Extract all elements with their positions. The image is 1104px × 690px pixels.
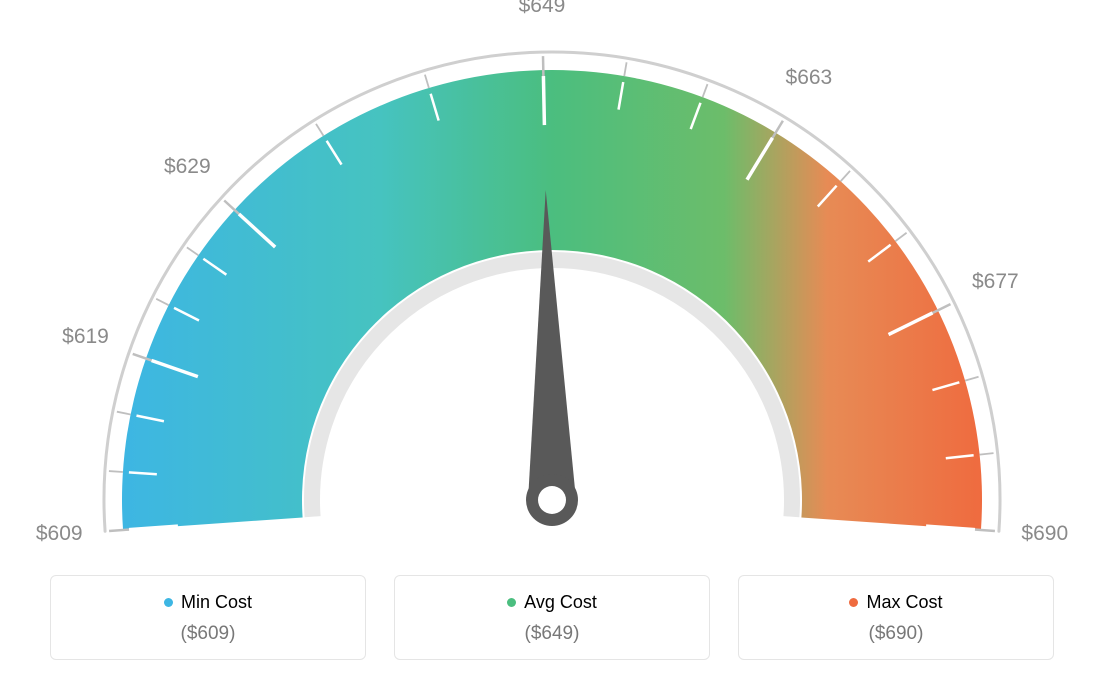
tick-label: $609 [36, 522, 83, 546]
tick-outer [425, 75, 429, 88]
tick-outer [965, 377, 978, 381]
gauge-area: $609 $619 $629 $649 $663 $677 $690 [0, 0, 1104, 560]
tick-label: $649 [519, 0, 566, 18]
tick-label: $619 [62, 325, 109, 349]
legend-dot-min [164, 598, 173, 607]
legend-card-min: Min Cost ($609) [50, 575, 366, 660]
tick-label: $663 [786, 66, 833, 90]
legend-value-max: ($690) [749, 623, 1043, 645]
legend-dot-max [849, 598, 858, 607]
tick-outer [156, 299, 168, 305]
legend-label-max: Max Cost [866, 592, 942, 613]
tick-outer [980, 453, 994, 454]
tick-label: $629 [164, 155, 211, 179]
legend-card-max: Max Cost ($690) [738, 575, 1054, 660]
tick-outer [117, 412, 131, 415]
legend-value-avg: ($649) [405, 623, 699, 645]
tick-outer [841, 171, 850, 181]
tick-outer [895, 233, 906, 241]
legend-row: Min Cost ($609) Avg Cost ($649) Max Cost… [50, 575, 1054, 660]
legend-label-min: Min Cost [181, 592, 252, 613]
gauge-chart-container: $609 $619 $629 $649 $663 $677 $690 Min Cost ($… [0, 0, 1104, 690]
legend-title-avg: Avg Cost [507, 592, 597, 613]
tick-outer [316, 124, 323, 136]
tick-outer [703, 84, 708, 97]
tick-outer [187, 247, 199, 255]
legend-title-max: Max Cost [849, 592, 942, 613]
tick-outer [109, 471, 123, 472]
legend-value-min: ($609) [61, 623, 355, 645]
needle-hub-inner [538, 486, 566, 514]
legend-dot-avg [507, 598, 516, 607]
legend-title-min: Min Cost [164, 592, 252, 613]
tick-label: $677 [972, 270, 1019, 294]
legend-card-avg: Avg Cost ($649) [394, 575, 710, 660]
legend-label-avg: Avg Cost [524, 592, 597, 613]
tick-inner [543, 76, 544, 125]
gauge-svg [0, 0, 1104, 560]
tick-label: $690 [1021, 522, 1068, 546]
tick-outer [624, 62, 626, 76]
